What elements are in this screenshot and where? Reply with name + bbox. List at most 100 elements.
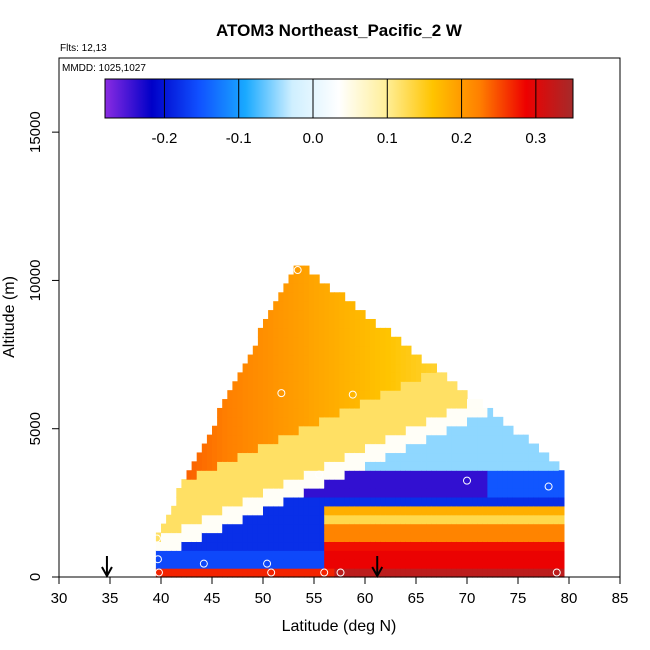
heatmap-cell: [395, 452, 402, 462]
heatmap-cell: [446, 425, 453, 436]
heatmap-cell: [523, 443, 529, 454]
heatmap-cell: [380, 470, 386, 480]
heatmap-cell: [395, 345, 402, 356]
heatmap-cell: [161, 523, 167, 534]
heatmap-cell: [451, 541, 458, 551]
heatmap-cell: [268, 399, 274, 409]
heatmap-cell: [257, 523, 264, 534]
heatmap-cell: [339, 372, 346, 382]
heatmap-cell: [324, 452, 330, 462]
heatmap-cell: [293, 372, 300, 382]
heatmap-cell: [288, 550, 295, 560]
heatmap-cell: [405, 514, 412, 525]
heatmap-cell: [426, 416, 432, 427]
heatmap-cell: [247, 488, 254, 498]
heatmap-cell: [329, 301, 335, 311]
heatmap-cell: [227, 425, 233, 436]
heatmap-cell: [252, 488, 259, 498]
sample-point: [544, 482, 553, 491]
heatmap-cell: [451, 505, 458, 516]
heatmap-cell: [242, 470, 249, 480]
heatmap-cell: [334, 514, 341, 525]
heatmap-cell: [181, 488, 188, 498]
heatmap-cell: [472, 488, 478, 498]
heatmap-cell: [257, 327, 264, 338]
heatmap-cell: [395, 443, 402, 454]
heatmap-cell: [533, 443, 539, 454]
heatmap-cell: [375, 399, 381, 409]
heatmap-cell: [176, 488, 182, 498]
heatmap-cell: [257, 461, 264, 471]
heatmap-cell: [212, 434, 218, 445]
heatmap-cell: [482, 488, 488, 498]
heatmap-cell: [263, 372, 269, 382]
heatmap-cell: [273, 505, 279, 516]
heatmap-cell: [451, 568, 458, 578]
heatmap-cell: [385, 550, 392, 560]
heatmap-cell: [293, 345, 300, 356]
heatmap-cell: [390, 354, 397, 365]
heatmap-cell: [237, 488, 244, 498]
heatmap-cell: [431, 470, 437, 480]
heatmap-cell: [283, 443, 290, 454]
heatmap-cell: [222, 568, 228, 578]
heatmap-cell: [405, 532, 412, 543]
x-tick-label: 80: [561, 590, 578, 607]
heatmap-cell: [405, 461, 412, 471]
heatmap-cell: [339, 479, 346, 489]
heatmap-cell: [171, 541, 177, 551]
heatmap-cell: [339, 363, 346, 373]
heatmap-cell: [467, 505, 473, 516]
heatmap-cell: [405, 559, 412, 569]
heatmap-cell: [421, 381, 427, 391]
heatmap-cell: [232, 505, 239, 516]
heatmap-cell: [293, 523, 300, 534]
heatmap-cell: [329, 514, 335, 525]
heatmap-cell: [206, 532, 213, 543]
heatmap-cell: [339, 532, 346, 543]
x-tick-label: 35: [102, 590, 119, 607]
heatmap-cell: [303, 274, 310, 284]
heatmap-cell: [400, 541, 407, 551]
heatmap-cell: [242, 514, 249, 525]
heatmap-cell: [273, 381, 279, 391]
heatmap-cell: [416, 390, 422, 400]
heatmap-cell: [370, 568, 376, 578]
heatmap-cell: [502, 559, 509, 569]
heatmap-cell: [242, 523, 249, 534]
heatmap-cell: [278, 399, 284, 409]
heatmap-cell: [507, 505, 514, 516]
heatmap-cell: [273, 452, 279, 462]
heatmap-cell: [441, 416, 448, 427]
heatmap-cell: [487, 461, 494, 471]
heatmap-cell: [247, 541, 254, 551]
heatmap-cell: [410, 568, 417, 578]
heatmap-cell: [380, 345, 386, 356]
heatmap-cell: [518, 550, 524, 560]
heatmap-cell: [416, 443, 422, 454]
heatmap-cell: [217, 559, 223, 569]
heatmap-cell: [426, 407, 432, 418]
heatmap-cell: [319, 470, 325, 480]
heatmap-cell: [461, 496, 468, 507]
heatmap-cell: [349, 479, 356, 489]
heatmap-cell: [390, 443, 397, 454]
heatmap-cell: [523, 479, 529, 489]
heatmap-cell: [370, 416, 376, 427]
heatmap-cell: [212, 470, 218, 480]
heatmap-cell: [155, 559, 162, 569]
heatmap-cell: [319, 416, 325, 427]
heatmap-cell: [196, 568, 203, 578]
heatmap-cell: [252, 416, 259, 427]
heatmap-cell: [329, 407, 335, 418]
heatmap-cell: [283, 425, 290, 436]
heatmap-cell: [400, 550, 407, 560]
heatmap-cell: [380, 425, 386, 436]
heatmap-cell: [502, 479, 509, 489]
heatmap-cell: [344, 523, 351, 534]
heatmap-cell: [410, 452, 417, 462]
heatmap-cell: [217, 496, 223, 507]
heatmap-cell: [237, 399, 244, 409]
heatmap-cell: [324, 505, 330, 516]
heatmap-cell: [400, 416, 407, 427]
